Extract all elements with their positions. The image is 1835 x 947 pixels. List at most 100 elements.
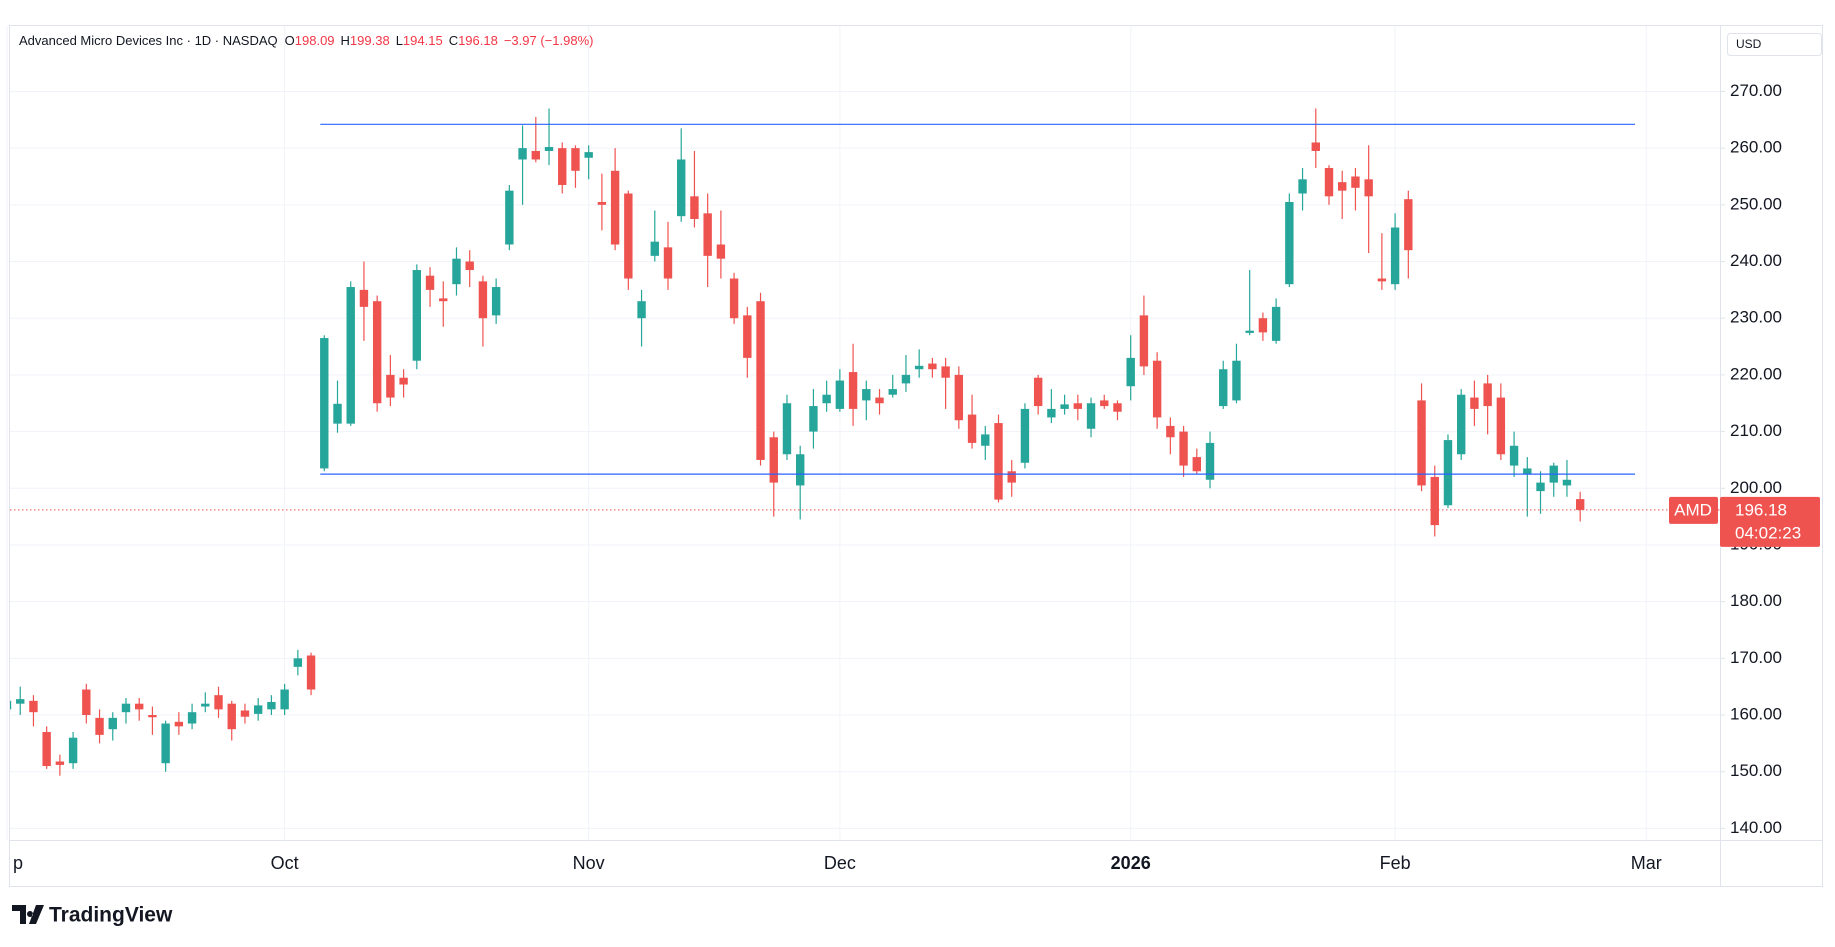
candle-body [68, 737, 78, 764]
candle-body [201, 703, 210, 707]
ohlc-letter: O [285, 33, 295, 48]
candle-body [121, 703, 131, 713]
candle-body [108, 717, 117, 730]
candle-body [1166, 425, 1175, 438]
candle-body [1073, 403, 1083, 409]
candle-body [42, 732, 51, 767]
candle-body [174, 721, 184, 727]
candle-body [624, 193, 633, 279]
x-tick-label: Dec [824, 853, 856, 873]
candle-body [1364, 179, 1373, 197]
candle-body [796, 454, 805, 486]
candle-body [954, 374, 964, 421]
axes: 140.00150.00160.00170.00180.00190.00200.… [0, 81, 1782, 873]
candle-body [346, 287, 355, 424]
candle-body [769, 437, 778, 483]
candle-body [280, 689, 289, 710]
candle-body [1430, 476, 1439, 526]
candle-body [597, 201, 607, 205]
candle-body [10, 700, 12, 710]
candle-body [1351, 176, 1360, 188]
y-tick-label: 240.00 [1730, 251, 1782, 270]
candle-body [1417, 400, 1426, 486]
candle-body [743, 315, 752, 358]
candle-body [267, 701, 276, 710]
candle-body [1523, 468, 1532, 475]
candle-body [1536, 482, 1545, 492]
candle-body [756, 301, 765, 460]
candle-body [82, 689, 91, 716]
candle-body [716, 244, 726, 259]
candle-body [29, 700, 38, 713]
x-tick-label: Feb [1380, 853, 1411, 873]
candle-body [55, 761, 65, 765]
candle-body [1126, 357, 1135, 387]
candle-body [610, 170, 620, 245]
candle-body [1390, 227, 1400, 285]
y-tick-label: 200.00 [1730, 478, 1782, 497]
candle-body [782, 403, 792, 455]
ohlc-letter: H [341, 33, 350, 48]
candle-body [875, 397, 884, 404]
candle-body [16, 699, 25, 704]
candle-body [1258, 318, 1268, 333]
candle-body [544, 147, 554, 151]
candle-body [703, 213, 712, 256]
candle-body [1033, 377, 1043, 407]
y-tick-label: 170.00 [1730, 648, 1782, 667]
y-tick-label: 260.00 [1730, 138, 1782, 157]
candle-body [1205, 442, 1215, 480]
ohlc-value: 199.38 [350, 33, 390, 48]
y-tick-label: 140.00 [1730, 818, 1782, 837]
price-tag [1720, 496, 1820, 547]
candle-body [584, 152, 593, 158]
candle-body [690, 196, 699, 220]
candle-body [293, 658, 303, 667]
candle-body [465, 261, 474, 271]
candle-body [452, 258, 461, 285]
candle-body [1457, 394, 1466, 455]
y-tick-label: 180.00 [1730, 591, 1782, 610]
y-tick-label: 210.00 [1730, 421, 1782, 440]
candle-body [1443, 440, 1453, 506]
candle-body [1496, 397, 1506, 455]
candle-body [967, 414, 977, 443]
candle-body [862, 389, 871, 401]
candle-body [1179, 431, 1188, 466]
x-tick-label: Oct [271, 853, 299, 873]
candle-body [1139, 315, 1149, 367]
candle-body [888, 389, 897, 395]
candle-body [531, 150, 540, 160]
countdown: 04:02:23 [1735, 523, 1801, 542]
ohlc-value: 196.18 [458, 33, 498, 48]
x-tick-label: Sep [0, 853, 23, 873]
candle-body [1020, 408, 1030, 463]
candle-body [1483, 383, 1492, 407]
candle-body [1377, 278, 1387, 282]
y-tick-label: 220.00 [1730, 364, 1782, 383]
candle-body [1086, 403, 1096, 429]
candle-body [214, 695, 223, 710]
currency-box[interactable] [1727, 33, 1822, 56]
symbol-tag [1669, 496, 1718, 524]
candle-body [1007, 471, 1016, 483]
candle-body [1192, 457, 1201, 472]
symbol-title: Advanced Micro Devices Inc · 1D · NASDAQ [19, 33, 278, 48]
candle-body [1232, 360, 1241, 401]
y-tick-label: 230.00 [1730, 308, 1782, 327]
candle-body [1298, 179, 1307, 194]
candle-body [372, 301, 382, 404]
candle-body [320, 338, 329, 469]
candle-body [1113, 403, 1122, 412]
candle-body [848, 372, 858, 409]
candle-body [505, 190, 514, 245]
candle-body [994, 423, 1003, 500]
candle-body [491, 287, 501, 316]
last-price-value: 196.18 [1735, 500, 1787, 519]
candle-body [333, 403, 342, 424]
candle-body [1060, 404, 1069, 409]
y-tick-label: 270.00 [1730, 81, 1782, 100]
change: −3.97 (−1.98%) [504, 33, 594, 48]
candle-body [1311, 142, 1320, 151]
